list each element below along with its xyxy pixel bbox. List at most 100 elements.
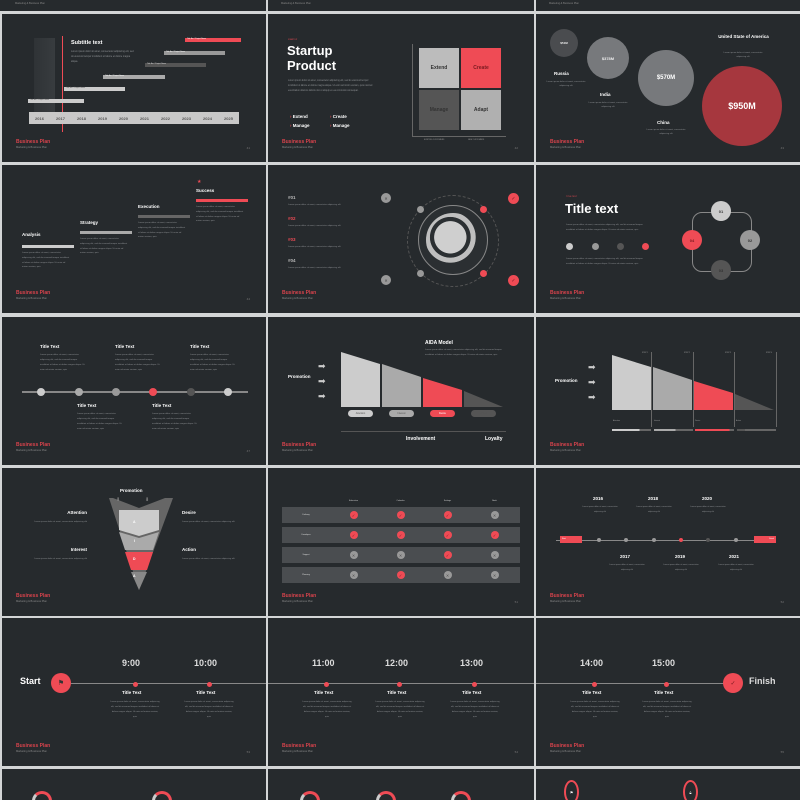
star-icon: ★ — [197, 179, 202, 185]
slide-steps[interactable]: Analysis Lorem ipsum dolor sit amet, con… — [2, 165, 266, 313]
slide-partial-bottom-2[interactable] — [268, 769, 534, 800]
close-icon: ✕ — [490, 511, 499, 519]
aida-funnel — [109, 498, 173, 590]
arrow-down-icon: ⬇ — [145, 497, 150, 503]
slide-markets[interactable]: $51M Russia Lorem ipsum dolor sit amet, … — [536, 14, 800, 162]
slide-year-timeline[interactable]: Start Finish 2016 Lorem ipsum dolor sit … — [536, 468, 800, 616]
gantt-bar-2: Title Bar / Project Name — [64, 87, 125, 91]
gantt-subtitle: Subtitle text — [71, 40, 103, 46]
footer-brand: Business Plan Marketing & Business Plan — [282, 139, 317, 149]
slide-aida-model[interactable]: Promotion ➡ ➡ ➡ AIDA Model Lorem ipsum dol… — [268, 317, 534, 465]
slide-partial-2[interactable]: Marketing & Business Plan — [268, 0, 534, 11]
gantt-bar-4: Title Bar / Project Name — [145, 63, 206, 67]
slide-partial-1[interactable]: Marketing & Business Plan — [0, 0, 266, 11]
close-icon: ✕ — [396, 551, 405, 559]
check-icon: ✓ — [443, 511, 452, 519]
slide-funnel[interactable]: Promotion ⬇ ⬇ A I D A Attention Lorem ip… — [2, 468, 266, 616]
table-row: Planning ✕ ✓ ✕ ✕ — [282, 567, 520, 583]
quadrant-create: Create — [461, 48, 501, 88]
check-icon: ✓ — [443, 551, 452, 559]
arrow-down-icon: ⬇ — [116, 497, 121, 503]
arrow-strategy — [80, 231, 132, 234]
orbit-ring — [407, 195, 499, 287]
check-icon: ✓ — [396, 511, 405, 519]
gantt-year-axis: 2016 2017 2018 2019 2020 2021 2022 2023 2024 2025 — [29, 112, 239, 124]
footer-brand: Business Plan Marketing & Business Plan — [282, 442, 317, 452]
slide-partial-bottom-3[interactable]: ⚑ 🔒︎ — [536, 769, 800, 800]
startup-title: Startup Product — [287, 43, 337, 73]
footer-brand: Business Plan Marketing & Business Plan — [550, 593, 585, 603]
arrow-analysis — [22, 245, 74, 248]
slide-partial-bottom-1[interactable] — [2, 769, 266, 800]
slide-gantt[interactable]: Subtitle text Lorem ipsum dolor sit amet… — [2, 14, 266, 162]
donut-chart — [451, 791, 471, 800]
check-icon: ✓ — [490, 531, 499, 539]
footer-brand: Business Plan Marketing & Business Plan — [282, 290, 317, 300]
slide-feature-matrix[interactable]: Education Calendar Settings Book Delivery ✓ ✓… — [268, 468, 534, 616]
aida-steps-wedge — [612, 355, 774, 410]
feature-table-rows: Delivery ✓ ✓ ✓ ✕ Developer ✓ ✓ ✓ ✓ Support ✕ ✕ ✓ ✕ Plan… — [282, 503, 520, 583]
check-icon: ✓ — [508, 275, 519, 286]
slide-day-timeline-2[interactable]: 11:00 Title Text Lorem ipsum dolor sit a… — [268, 618, 534, 766]
current-marker — [62, 36, 63, 132]
finish-tag: Finish — [754, 536, 776, 543]
globe-icon — [418, 205, 488, 275]
footer-brand: Business Plan Marketing & Business Plan — [282, 593, 317, 603]
check-icon: ✓ — [443, 531, 452, 539]
close-icon: ✕ — [490, 571, 499, 579]
aida-wedge — [341, 352, 503, 407]
slide-aida-steps[interactable]: Promotion ➡ ➡ ➡ STEP 1 STEP 2 STEP 3 STEP … — [536, 317, 800, 465]
slide-partial-3[interactable]: Marketing & Business Plan — [536, 0, 800, 11]
check-icon: ✓ — [396, 571, 405, 579]
close-icon: ✕ — [381, 275, 391, 285]
donut-chart — [32, 791, 52, 800]
gantt-bar-6: Title Bar / Project Name — [185, 38, 241, 42]
slide-day-timeline-3[interactable]: 14:00 Title Text Lorem ipsum dolor sit a… — [536, 618, 800, 766]
footer-brand: Business Plan Marketing & Business Plan — [16, 290, 51, 300]
slide-timeline-dots[interactable]: Title Text Lorem ipsum dolor sit amet, c… — [2, 317, 266, 465]
check-icon: ✓ — [349, 511, 358, 519]
cycle-title: Title text — [565, 201, 619, 216]
slide-cycle[interactable]: TITLE TEXT Title text Lorem ipsum dolor … — [536, 165, 800, 313]
check-icon: ✓ — [723, 673, 743, 693]
footer-brand: Business Plan Marketing & Business Plan — [550, 442, 585, 452]
quadrant-adapt: Adapt — [461, 90, 501, 130]
footer-brand: Business Plan Marketing & Business Plan — [16, 442, 51, 452]
gantt-body: Lorem ipsum dolor sit amet, consectetur … — [71, 50, 134, 63]
footer-brand: Business Plan Marketing & Business Plan — [550, 139, 585, 149]
arrow-right-icons: ➡ ➡ ➡ — [588, 362, 596, 402]
lock-icon: 🔒︎ — [683, 780, 698, 800]
close-icon: ✕ — [490, 551, 499, 559]
slide-day-timeline-1[interactable]: Start ⚑ 9:00 Title Text Lorem ipsum dolo… — [2, 618, 266, 766]
footer-brand: Business Plan Marketing & Business Plan — [16, 593, 51, 603]
bubble-usa: $950M — [702, 66, 782, 146]
flag-icon: ⚑ — [51, 673, 71, 693]
table-row: Support ✕ ✕ ✓ ✕ — [282, 547, 520, 563]
close-icon: ✕ — [381, 193, 391, 203]
brand-sub: Marketing & Business Plan — [15, 2, 45, 5]
gantt-bar-3: Title Bar / Project Name — [103, 75, 165, 79]
footer-brand: Business Plan Marketing & Business Plan — [16, 139, 51, 149]
check-icon: ✓ — [349, 531, 358, 539]
check-icon: ✓ — [508, 193, 519, 204]
table-row: Developer ✓ ✓ ✓ ✓ — [282, 527, 520, 543]
gantt-bar-5: Title Bar / Project Name — [164, 51, 225, 55]
footer-brand: Business Plan Marketing & Business Plan — [282, 743, 317, 753]
donut-chart — [300, 791, 320, 800]
timeline-line — [22, 391, 248, 393]
flag-icon: ⚑ — [564, 780, 579, 800]
bubble-china: $570M — [638, 50, 694, 106]
gantt-bar-1: Title Bar / Project Name — [28, 99, 84, 103]
start-tag: Start — [560, 536, 582, 543]
feature-table: Education Calendar Settings Book — [349, 500, 497, 502]
donut-chart — [152, 791, 172, 800]
footer-brand: Business Plan Marketing & Business Plan — [16, 743, 51, 753]
quadrant-extend: Extend — [419, 48, 459, 88]
slide-startup[interactable]: STARTUP Startup Product Lorem ipsum dolor… — [268, 14, 534, 162]
slide-globe[interactable]: #01 Lorem ipsum dolor sit amet, consecte… — [268, 165, 534, 313]
close-icon: ✕ — [349, 571, 358, 579]
arrow-success — [196, 199, 248, 202]
brand-sub: Marketing & Business Plan — [549, 2, 579, 5]
footer-brand: Business Plan Marketing & Business Plan — [550, 743, 585, 753]
footer-brand: Business Plan Marketing & Business Plan — [550, 290, 585, 300]
